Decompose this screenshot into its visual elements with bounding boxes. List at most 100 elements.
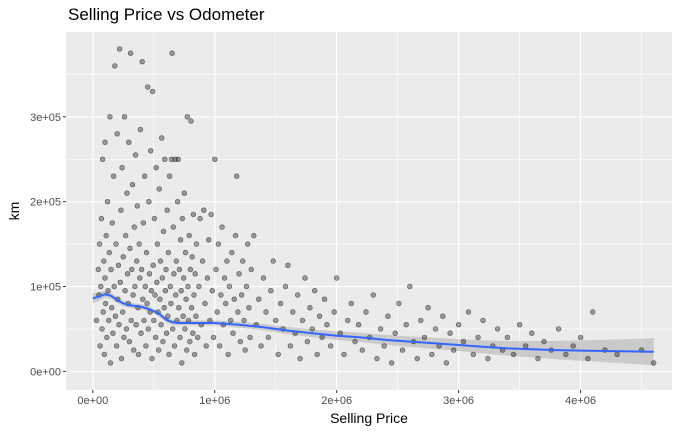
data-point: [241, 317, 247, 324]
data-point: [101, 351, 108, 358]
data-point: [106, 249, 113, 256]
data-point: [152, 334, 159, 341]
data-point: [191, 292, 197, 298]
data-point: [214, 309, 220, 315]
data-point: [108, 305, 115, 311]
data-point: [403, 322, 409, 328]
data-point: [425, 305, 431, 311]
data-point: [447, 330, 453, 336]
data-point: [178, 288, 184, 294]
data-point: [345, 317, 351, 324]
data-point: [120, 254, 127, 260]
data-point: [355, 322, 362, 328]
data-point: [268, 288, 274, 294]
data-point: [213, 266, 219, 273]
data-point: [159, 275, 166, 281]
data-point: [529, 330, 535, 336]
data-point: [475, 334, 481, 341]
data-point: [188, 118, 194, 124]
data-point: [229, 249, 235, 256]
data-point: [189, 254, 195, 260]
data-point: [156, 347, 162, 353]
data-point: [148, 288, 155, 294]
data-point: [185, 283, 191, 290]
data-point: [187, 266, 194, 273]
data-point: [162, 156, 168, 163]
data-point: [182, 249, 189, 256]
data-point: [196, 283, 202, 290]
data-point: [297, 355, 303, 362]
data-point: [173, 258, 180, 264]
data-point: [504, 334, 511, 341]
data-point: [177, 237, 184, 243]
data-point: [97, 343, 103, 349]
data-point: [102, 275, 108, 281]
x-axis-title: Selling Price: [330, 410, 408, 426]
data-point: [392, 330, 398, 336]
data-point: [122, 288, 128, 294]
data-point: [112, 313, 119, 319]
data-point: [184, 347, 190, 353]
data-point: [522, 343, 529, 349]
x-tick-label: 4e+06: [565, 395, 596, 407]
data-point: [136, 241, 142, 247]
data-point: [321, 296, 328, 302]
data-point: [124, 190, 130, 196]
data-point: [146, 199, 152, 205]
data-point: [287, 343, 294, 349]
data-point: [192, 271, 198, 277]
data-point: [210, 334, 217, 341]
data-point: [187, 338, 193, 345]
data-point: [160, 228, 167, 235]
data-point: [555, 326, 562, 332]
data-point: [341, 351, 347, 358]
data-point: [166, 351, 172, 358]
data-point: [154, 241, 161, 247]
data-point: [277, 300, 284, 307]
data-point: [124, 271, 131, 277]
data-point: [184, 114, 191, 120]
data-point: [465, 309, 472, 315]
data-point: [352, 338, 358, 345]
data-point: [201, 207, 207, 213]
data-point: [273, 317, 279, 324]
data-point: [151, 215, 158, 222]
data-point: [174, 199, 181, 205]
data-point: [237, 338, 244, 345]
data-point: [138, 330, 144, 336]
data-point: [248, 266, 255, 273]
data-point: [133, 322, 139, 328]
data-point: [131, 347, 137, 353]
grid-major: [66, 32, 672, 390]
data-point: [127, 50, 134, 56]
data-point: [243, 283, 250, 290]
data-point: [195, 334, 201, 341]
data-point: [135, 351, 142, 358]
y-axis-ticks: 0e+00 1e+05 2e+05 3e+05: [30, 112, 66, 378]
data-point: [188, 305, 195, 311]
data-point: [95, 266, 102, 273]
data-point: [151, 317, 157, 324]
data-point: [370, 292, 376, 298]
data-point: [221, 275, 228, 281]
data-point: [143, 249, 150, 256]
data-point: [451, 347, 457, 353]
data-point: [99, 156, 106, 163]
data-point: [440, 313, 446, 319]
x-tick-label: 0e+00: [77, 395, 108, 407]
data-point: [377, 326, 384, 332]
data-point: [123, 326, 130, 332]
data-point: [224, 258, 230, 264]
data-point: [116, 46, 123, 52]
data-point: [191, 351, 198, 358]
data-point: [107, 360, 114, 366]
data-point: [149, 88, 156, 95]
data-point: [236, 271, 242, 277]
data-point: [163, 266, 169, 273]
data-point: [650, 360, 657, 366]
data-point: [204, 275, 211, 281]
data-point: [162, 288, 169, 294]
data-point: [127, 245, 133, 252]
data-point: [295, 292, 301, 298]
